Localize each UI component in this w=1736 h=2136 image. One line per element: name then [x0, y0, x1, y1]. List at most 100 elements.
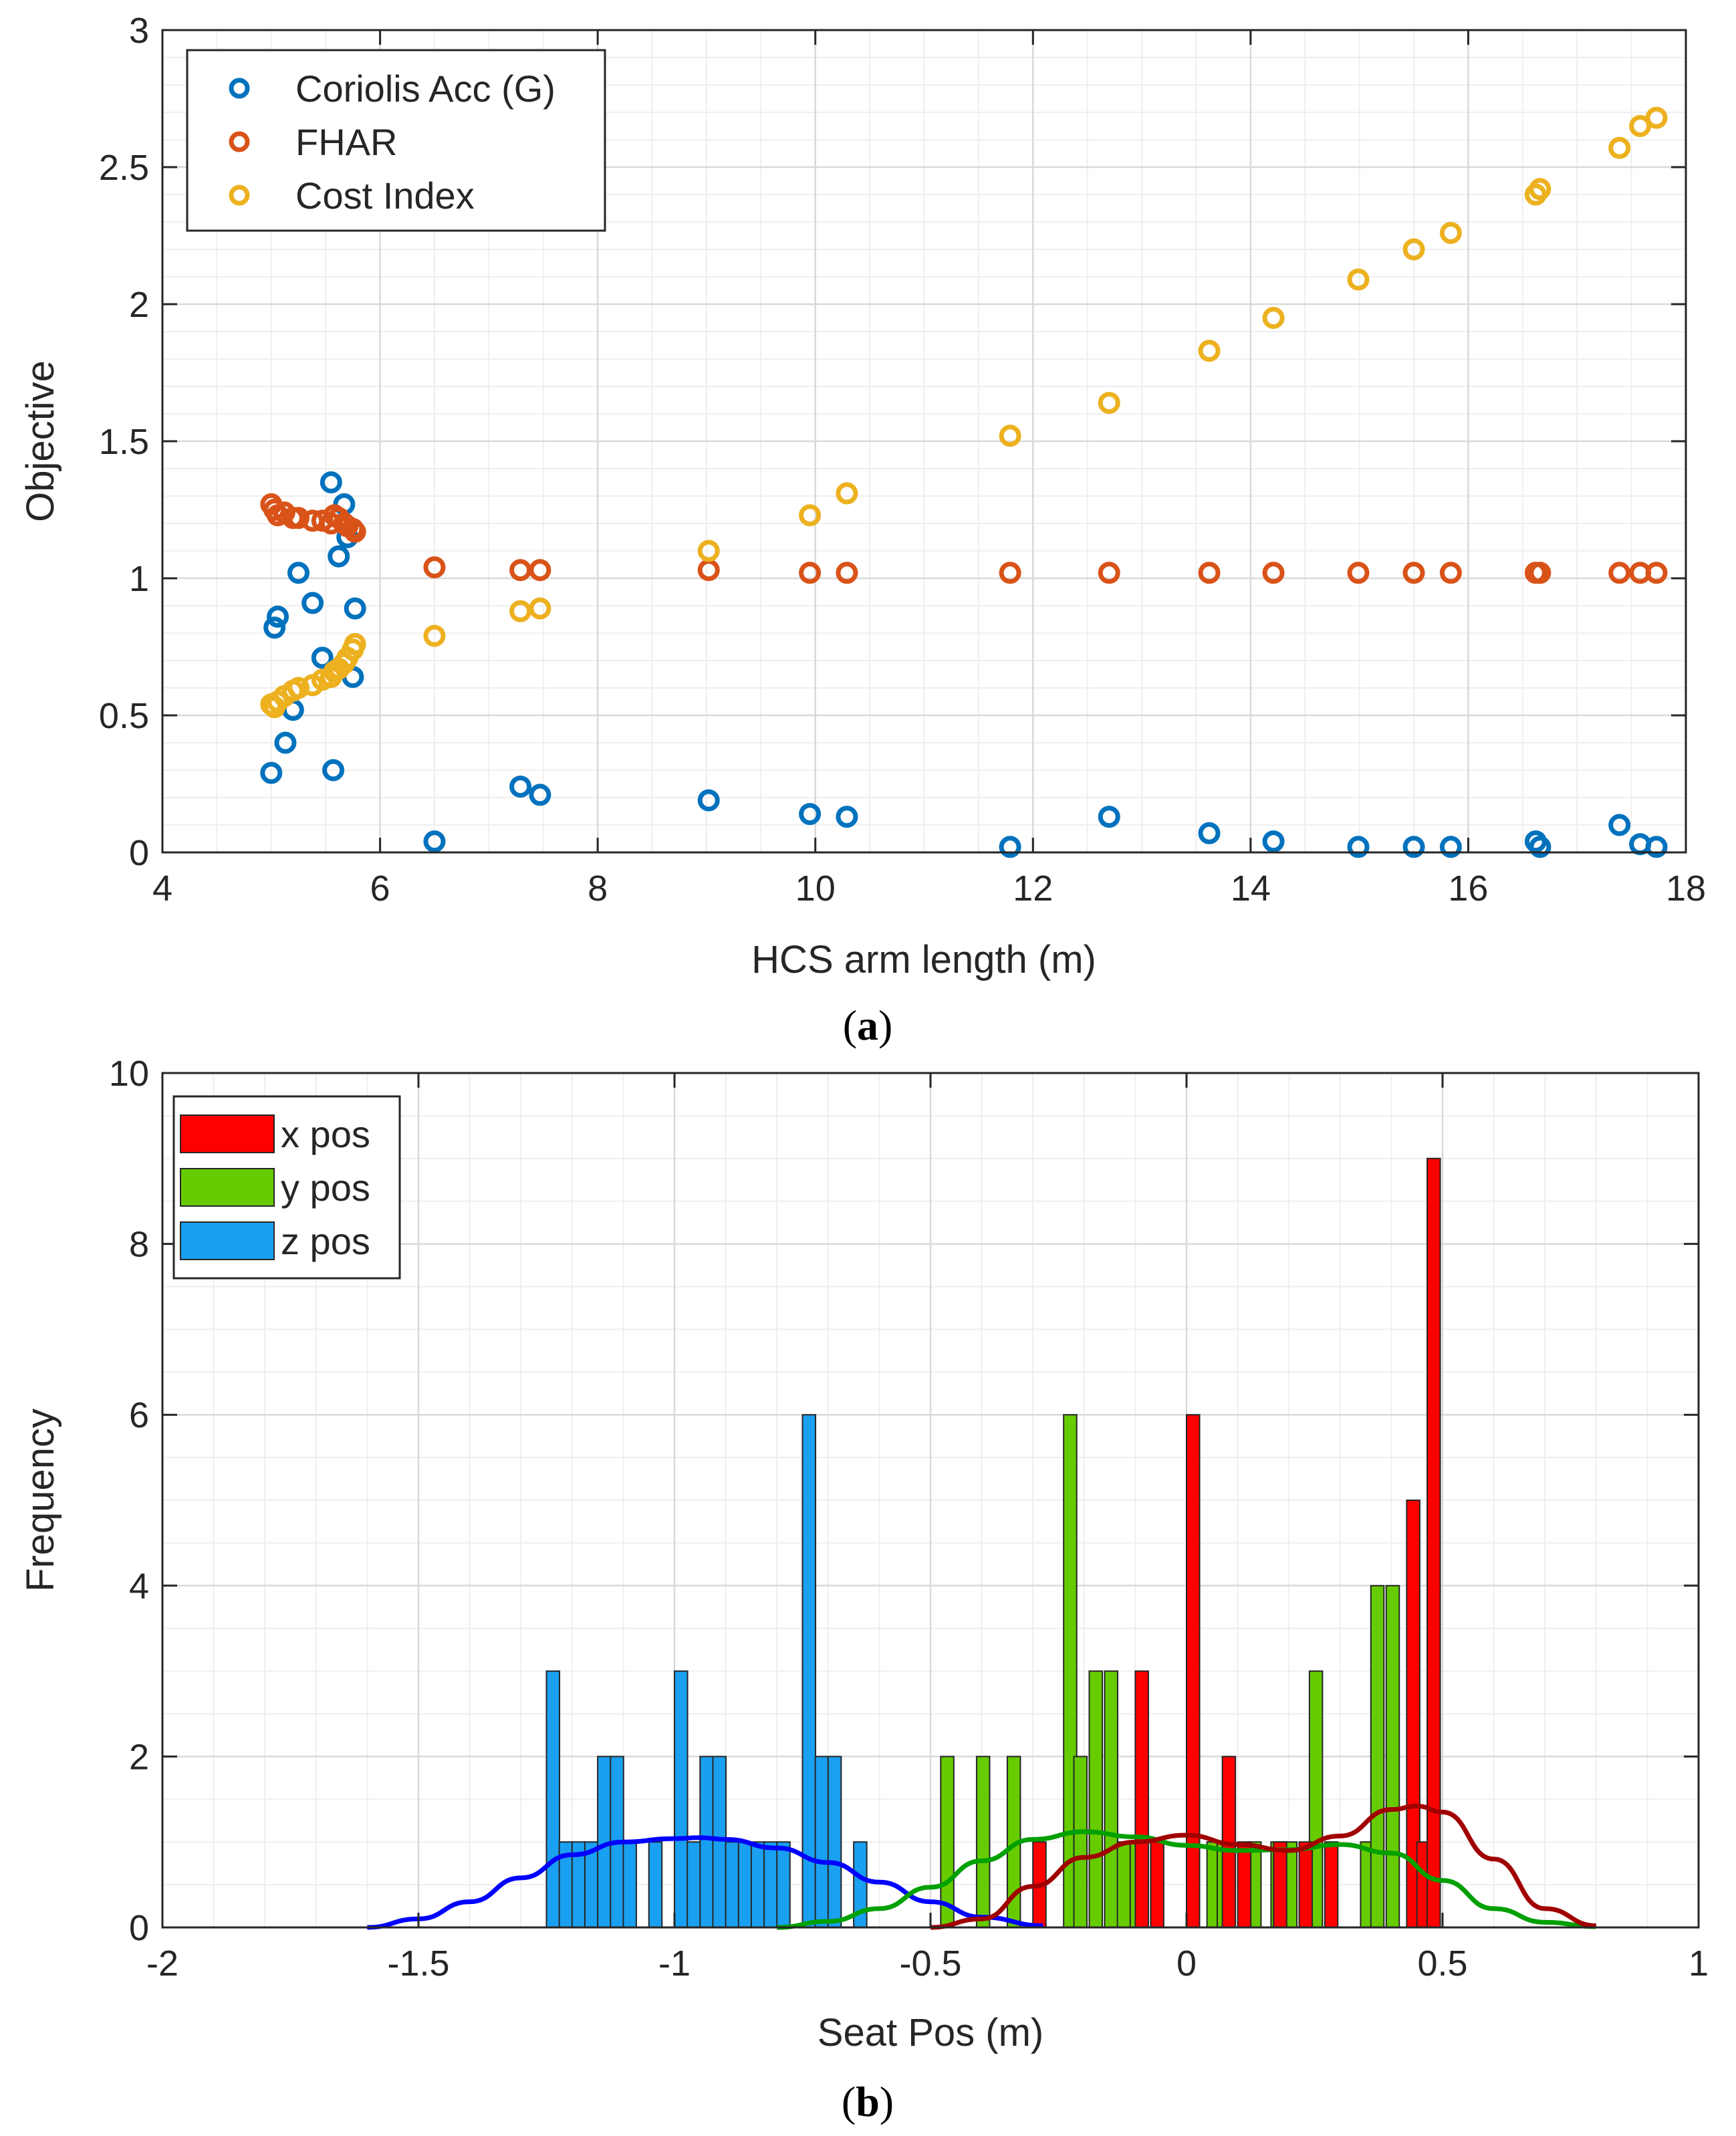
fit-curve-y-pos [777, 1829, 1596, 1930]
data-point-cost [1629, 115, 1652, 137]
histogram-bar-x-pos [1237, 1841, 1252, 1928]
data-point-fhar [1262, 562, 1285, 584]
data-point-coriolis [1439, 836, 1462, 858]
histogram-bar-y-pos [1073, 1756, 1088, 1928]
data-point-coriolis [328, 545, 350, 568]
histogram-bar-z-pos [763, 1841, 778, 1928]
data-point-coriolis [529, 784, 551, 806]
data-point-coriolis [1402, 836, 1425, 858]
histogram-bar-x-pos [1298, 1841, 1314, 1928]
data-point-coriolis [311, 646, 334, 669]
data-point-cost [509, 600, 532, 622]
legend-item-cost-index: Cost Index [229, 174, 475, 217]
legend-marker-coriolis [229, 78, 250, 99]
fit-curves [367, 1804, 1596, 1930]
y-axis-label: Objective [19, 360, 62, 522]
data-point-cost [1402, 238, 1425, 261]
legend-box [186, 49, 606, 232]
y-tick-label: 2 [129, 1737, 149, 1777]
histogram-bar-x-pos [1186, 1414, 1201, 1928]
data-point-coriolis [263, 616, 286, 639]
data-point-coriolis [260, 761, 283, 784]
histogram-bar-z-pos [674, 1670, 689, 1929]
x-axis-label: HCS arm length (m) [751, 938, 1096, 981]
histogram-bar-x-pos [1273, 1841, 1287, 1928]
legend-label-cost-index: Cost Index [295, 174, 475, 217]
caption-a: (a) [843, 1001, 893, 1049]
caption-b-letter: b [856, 2078, 880, 2125]
x-tick-label: 6 [370, 868, 390, 909]
x-tick-label: 16 [1448, 868, 1488, 909]
data-point-coriolis [1645, 836, 1668, 858]
x-tick-label: 14 [1231, 868, 1271, 909]
data-point-fhar [529, 559, 551, 582]
panel-a-scatter-chart: 4 6 8 10 12 14 16 18 0 0.5 1 1.5 2 2.5 3 HCS arm lengt… [19, 11, 1706, 1049]
data-point-fhar [1347, 562, 1370, 584]
fit-curve-x-pos [930, 1804, 1596, 1930]
legend-label-coriolis: Coriolis Acc (G) [295, 68, 555, 110]
data-point-cost [799, 504, 822, 527]
data-point-fhar [999, 562, 1021, 584]
histogram-bar-z-pos [827, 1756, 842, 1928]
data-point-fhar [1645, 562, 1668, 584]
x-tick-label: 0.5 [1417, 1943, 1467, 1984]
fit-curve-z-pos [367, 1835, 1043, 1930]
x-tick-label: -0.5 [899, 1943, 961, 1984]
histogram-bar-y-pos [975, 1756, 991, 1928]
histogram-bar-z-pos [687, 1841, 701, 1928]
histogram-bar-y-pos [1385, 1584, 1400, 1929]
x-tick-label: -2 [146, 1943, 178, 1984]
data-point-fhar [344, 520, 366, 543]
histogram-bar-z-pos [545, 1670, 561, 1929]
histogram-bar-z-pos [750, 1841, 765, 1928]
data-point-fhar [1198, 562, 1221, 584]
data-point-fhar [423, 556, 446, 579]
data-point-coriolis [999, 836, 1021, 858]
data-point-cost [1608, 136, 1631, 159]
data-point-cost [423, 624, 446, 647]
data-point-cost [529, 597, 551, 620]
y-tick-label: 10 [109, 1054, 149, 1094]
histogram-bar-x-pos [1134, 1670, 1149, 1929]
data-point-coriolis [1608, 814, 1631, 836]
legend: x pos y pos z pos [172, 1095, 401, 1280]
histogram-bar-z-pos [622, 1841, 637, 1928]
histogram-bar-z-pos [814, 1756, 830, 1928]
data-point-coriolis [1262, 830, 1285, 853]
data-point-coriolis [322, 759, 345, 782]
histogram-bar-z-pos [699, 1756, 714, 1928]
caption-a-letter: a [857, 1001, 878, 1049]
histogram-bar-y-pos [1104, 1670, 1118, 1929]
caption-b: (b) [842, 2078, 894, 2125]
legend-item-z-pos: z pos [180, 1220, 370, 1262]
legend-item-y-pos: y pos [180, 1167, 370, 1209]
y-axis-label: Frequency [19, 1409, 62, 1592]
legend-swatch-z-pos [180, 1221, 275, 1260]
data-point-fhar [1402, 562, 1425, 584]
data-point-cost [999, 425, 1021, 447]
legend-label-fhar: FHAR [295, 121, 397, 163]
y-tick-label: 1.5 [99, 422, 149, 462]
data-point-fhar [1439, 562, 1462, 584]
data-point-cost [1529, 178, 1552, 201]
histogram-bar-z-pos [725, 1841, 740, 1928]
data-point-fhar [287, 507, 309, 529]
data-point-coriolis [697, 789, 720, 812]
data-point-coriolis [301, 592, 324, 614]
x-tick-label: 0 [1176, 1943, 1197, 1984]
data-point-cost [344, 632, 366, 655]
x-tick-label: 8 [588, 868, 608, 909]
data-point-coriolis [344, 597, 366, 620]
legend-label-z-pos: z pos [281, 1220, 370, 1262]
histogram-bar-y-pos [1370, 1584, 1385, 1929]
y-tick-label: 0 [129, 1908, 149, 1948]
data-point-cost [1198, 340, 1221, 362]
legend-swatch-x-pos [180, 1114, 275, 1153]
data-point-fhar [836, 562, 858, 584]
data-point-cost [1645, 106, 1668, 129]
data-point-cost [1098, 392, 1120, 414]
scatter-series [260, 106, 1668, 858]
data-point-cost [1262, 307, 1285, 329]
